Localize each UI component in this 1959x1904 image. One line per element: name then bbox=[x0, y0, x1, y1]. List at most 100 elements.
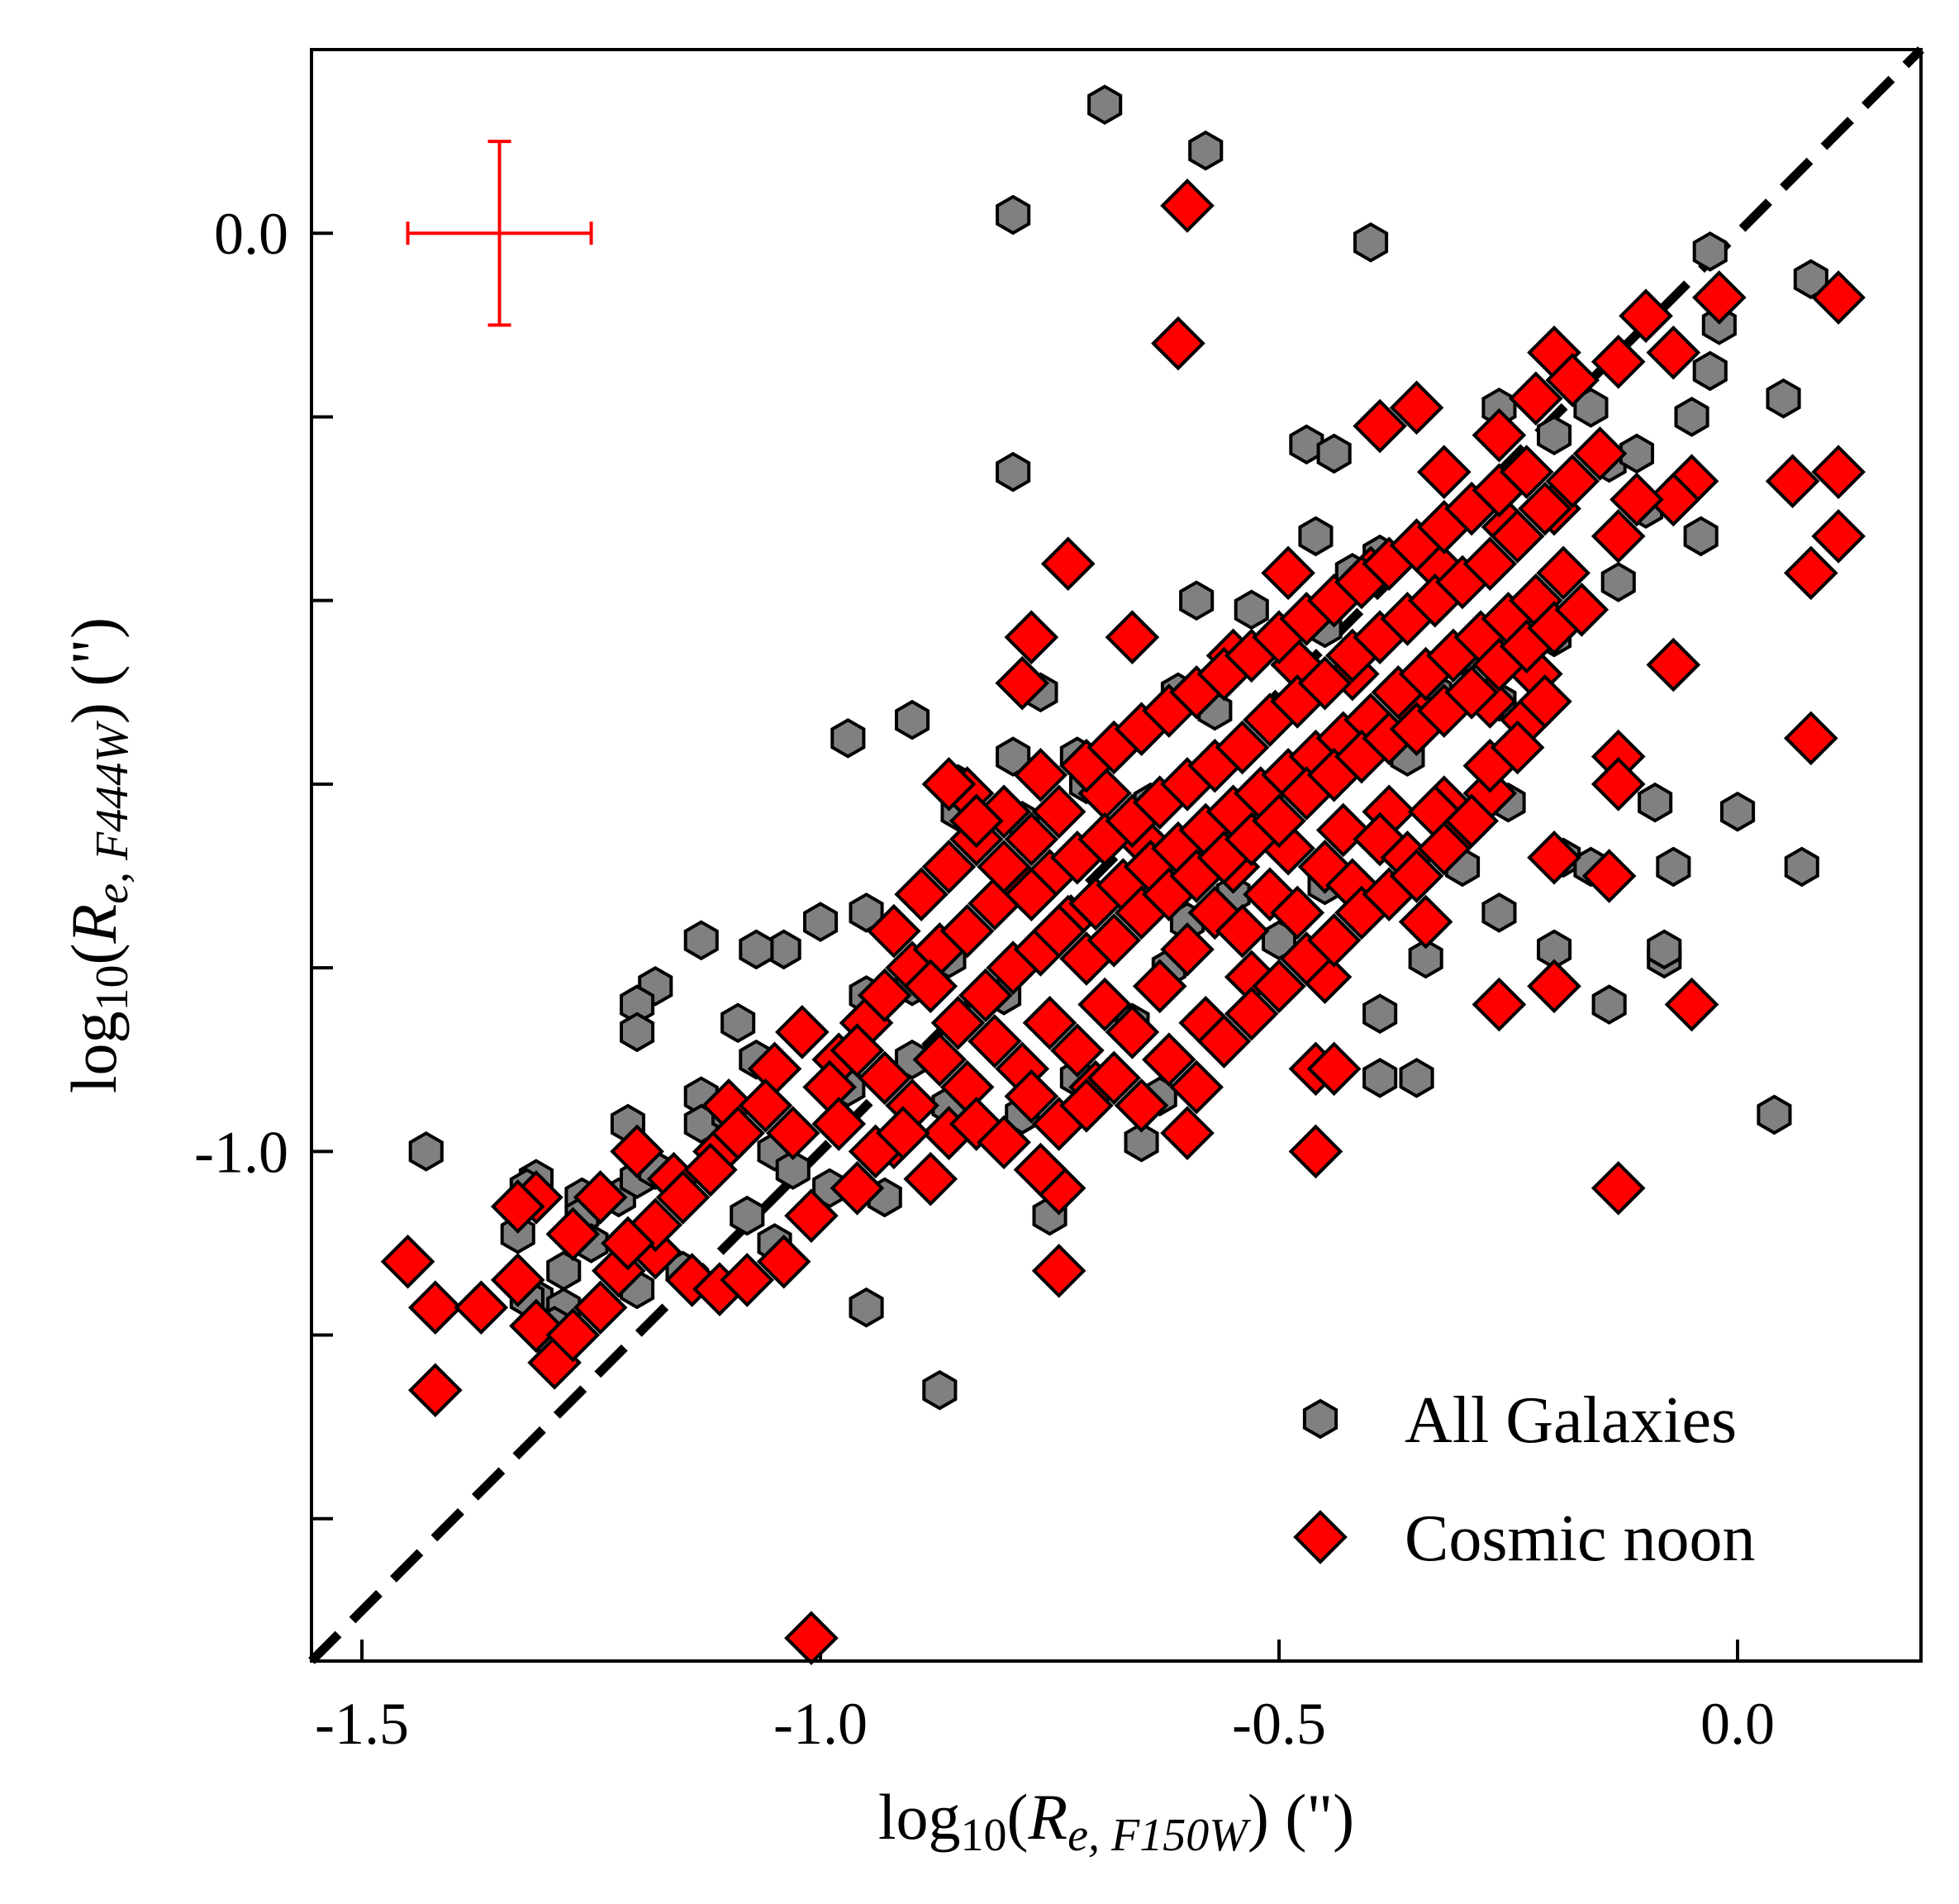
cosmic-noon-point bbox=[894, 867, 949, 922]
all-galaxies-point bbox=[1683, 516, 1719, 557]
cosmic-noon-point bbox=[1004, 610, 1059, 664]
cosmic-noon-point bbox=[1132, 959, 1187, 1014]
cosmic-noon-point bbox=[867, 903, 921, 959]
axis-label-prefix: log bbox=[878, 1781, 961, 1853]
all-galaxies-point bbox=[775, 1150, 811, 1190]
all-galaxies-point bbox=[1298, 516, 1334, 557]
cosmic-noon-point bbox=[876, 1106, 930, 1160]
cosmic-noon-point bbox=[1031, 903, 1086, 959]
cosmic-noon-point bbox=[1590, 1160, 1646, 1216]
cosmic-noon-point bbox=[1215, 720, 1270, 775]
cosmic-noon-point bbox=[1554, 582, 1610, 637]
cosmic-noon-point bbox=[811, 1097, 867, 1151]
cosmic-noon-point bbox=[1315, 802, 1371, 858]
all-galaxies-point bbox=[849, 1287, 884, 1328]
cosmic-noon-point bbox=[1077, 977, 1132, 1032]
all-galaxies-point bbox=[1692, 231, 1728, 272]
cosmic-noon-point bbox=[903, 959, 958, 1014]
cosmic-noon-point bbox=[683, 1142, 738, 1197]
all-galaxies-point bbox=[1234, 589, 1269, 631]
cosmic-noon-point bbox=[958, 968, 1013, 1023]
cosmic-noon-point bbox=[1416, 821, 1472, 876]
cosmic-noon-point bbox=[830, 1160, 885, 1216]
cosmic-noon-point bbox=[1105, 610, 1160, 664]
cosmic-noon-point bbox=[1691, 270, 1747, 325]
x-tick-label-3: 0.0 bbox=[1700, 1691, 1775, 1757]
cosmic-noon-point bbox=[921, 840, 977, 894]
all-galaxies-point bbox=[895, 699, 930, 740]
all-galaxies-point bbox=[1656, 846, 1691, 888]
all-galaxies-point bbox=[683, 920, 719, 961]
cosmic-noon-point bbox=[1472, 977, 1527, 1032]
y-tick-label-1: 0.0 bbox=[214, 201, 288, 267]
axis-label-sub: 10 bbox=[87, 964, 138, 1011]
cosmic-noon-point bbox=[1160, 178, 1215, 233]
cosmic-noon-point bbox=[1572, 426, 1628, 481]
cosmic-noon-point bbox=[1765, 454, 1820, 509]
cosmic-noon-point bbox=[1013, 747, 1068, 802]
cosmic-noon-point bbox=[1619, 288, 1673, 344]
all-galaxies-point bbox=[922, 1369, 958, 1411]
cosmic-noon-point bbox=[1646, 472, 1701, 527]
cosmic-noon-point bbox=[1545, 353, 1600, 407]
cosmic-noon-point bbox=[490, 1179, 545, 1234]
cosmic-noon-point bbox=[545, 1307, 601, 1363]
all-galaxies-point bbox=[1537, 415, 1572, 456]
cosmic-noon-point bbox=[1196, 1014, 1252, 1069]
cosmic-noon-point bbox=[1086, 912, 1142, 968]
all-galaxies-point bbox=[1591, 984, 1627, 1025]
all-galaxies-point bbox=[996, 194, 1031, 236]
axis-label-subscript: e, F150W bbox=[1067, 1810, 1251, 1861]
cosmic-noon-point bbox=[1610, 472, 1664, 527]
axis-label-prefix: log bbox=[58, 1011, 130, 1093]
cosmic-noon-point bbox=[1160, 922, 1215, 977]
all-galaxies-point bbox=[1399, 1058, 1434, 1098]
cosmic-noon-point bbox=[1811, 509, 1866, 564]
cosmic-noon-point bbox=[857, 968, 912, 1023]
cosmic-noon-point bbox=[1811, 270, 1866, 325]
cosmic-noon-point bbox=[1398, 894, 1453, 950]
axis-label-var: R bbox=[1028, 1781, 1068, 1853]
cosmic-noon-point bbox=[1590, 757, 1646, 812]
all-galaxies-point bbox=[830, 717, 866, 759]
error-bar bbox=[406, 140, 593, 327]
one-to-one-line bbox=[308, 46, 1924, 1664]
all-galaxies-point bbox=[1353, 221, 1389, 263]
all-galaxies-point bbox=[849, 892, 884, 933]
all-galaxies-point bbox=[1087, 84, 1123, 126]
cosmic-noon-point bbox=[408, 1363, 463, 1418]
cosmic-noon-point bbox=[1545, 454, 1600, 509]
all-galaxies-point bbox=[1316, 433, 1352, 474]
cosmic-noon-point bbox=[1306, 1041, 1362, 1097]
cosmic-noon-point bbox=[1297, 840, 1353, 894]
cosmic-noon-point bbox=[1160, 1106, 1215, 1160]
cosmic-noon-point bbox=[1389, 380, 1444, 436]
cosmic-noon-point bbox=[610, 1124, 664, 1179]
cosmic-noon-point bbox=[1444, 793, 1499, 849]
cosmic-noon-point bbox=[664, 1253, 720, 1307]
all-galaxies-point bbox=[1179, 580, 1215, 621]
cosmic-noon-point bbox=[1224, 986, 1279, 1041]
all-galaxies-point bbox=[739, 929, 774, 970]
cosmic-noon-point bbox=[573, 1280, 628, 1335]
all-galaxies-point bbox=[620, 1011, 655, 1053]
axis-label-open: ( bbox=[1007, 1781, 1029, 1853]
cosmic-noon-point bbox=[1783, 711, 1838, 766]
cosmic-noon-point bbox=[930, 995, 986, 1050]
all-galaxies-point bbox=[720, 1002, 756, 1044]
cosmic-noon-point bbox=[1141, 1032, 1196, 1088]
cosmic-noon-point bbox=[784, 1188, 839, 1243]
cosmic-noon-point bbox=[1031, 784, 1086, 840]
legend: All Galaxies Cosmic noon bbox=[1293, 1384, 1755, 1575]
cosmic-noon-point bbox=[1783, 545, 1838, 601]
cosmic-noon-point bbox=[1297, 655, 1353, 711]
axis-label-sub: 10 bbox=[961, 1810, 1007, 1861]
axis-label-var: R bbox=[58, 904, 130, 945]
cosmic-noon-point bbox=[1151, 316, 1205, 371]
cosmic-noon-point bbox=[857, 1050, 912, 1106]
axis-label-close: ) (") bbox=[1248, 1781, 1354, 1853]
cosmic-noon-point bbox=[1004, 812, 1059, 867]
all-galaxies-point bbox=[1674, 397, 1709, 437]
cosmic-noon-point bbox=[1022, 995, 1077, 1050]
